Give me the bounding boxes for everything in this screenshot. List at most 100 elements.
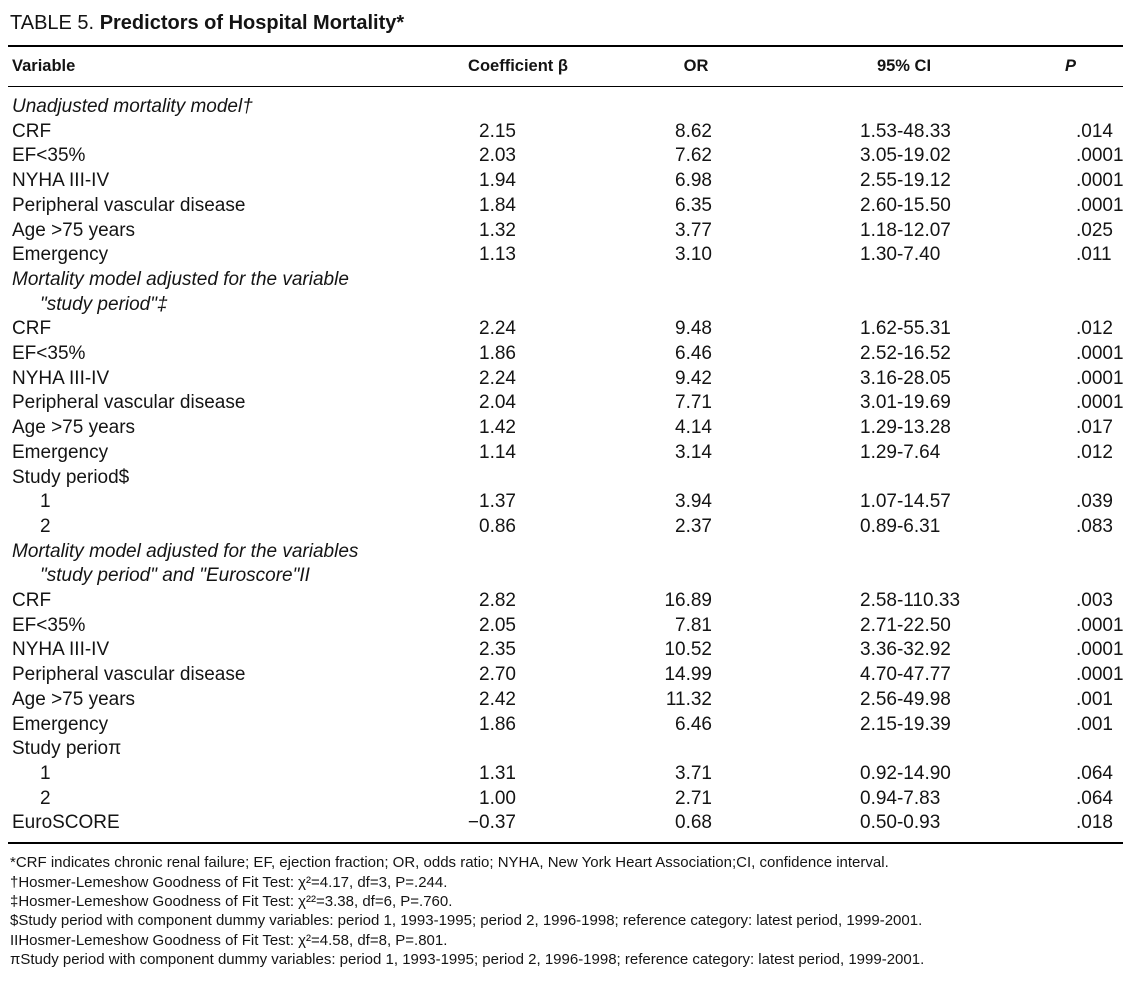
p-cell: .012 [1076,441,1113,463]
table-row: CRF 2.82 16.89 2.58-110.33 .003 [8,589,1123,614]
coef-cell: 1.94 [479,170,516,192]
p-cell [1018,466,1123,491]
variable-cell: CRF [12,120,52,142]
variable-cell: EF<35% [12,614,86,636]
coef-cell: 1.37 [479,491,516,513]
p-cell: .0001 [1076,664,1124,686]
variable-cell: NYHA III-IV [12,639,110,661]
coef-cell: 1.42 [479,417,516,439]
p-cell: .0001 [1076,145,1124,167]
table-row: EF<35% 2.05 7.81 2.71-22.50 .0001 [8,614,1124,639]
or-cell: 3.94 [675,491,712,513]
or-cell: 6.46 [675,713,712,735]
p-cell: .003 [1076,590,1113,612]
table-row: EF<35% 2.03 7.62 3.05-19.02 .0001 [8,144,1124,169]
ci-cell: 1.29-13.28 [860,417,951,439]
coef-cell: 2.04 [479,392,516,414]
or-cell: 6.98 [675,170,712,192]
variable-cell: Peripheral vascular disease [12,392,246,414]
or-cell: 2.71 [675,787,712,809]
table-row: Peripheral vascular disease 2.70 14.99 4.70… [8,663,1124,688]
coef-cell: 1.86 [479,713,516,735]
section-header-line: "study period"‡ [40,293,168,315]
section-header-line: "study period" and "Euroscore"II [40,565,310,587]
table-row: 2 1.00 2.71 0.94-7.83 .064 [8,787,1123,812]
table-row: CRF 2.24 9.48 1.62-55.31 .012 [8,317,1123,342]
ci-cell [790,737,1018,762]
table-row: 1 1.37 3.94 1.07-14.57 .039 [8,490,1123,515]
table-row: Emergency 1.86 6.46 2.15-19.39 .001 [8,713,1123,738]
or-cell: 10.52 [664,639,712,661]
table-row: Study period$ [8,466,1123,491]
variable-cell: Study period$ [12,466,130,488]
table-row: Age >75 years 1.32 3.77 1.18-12.07 .025 [8,219,1123,244]
section-header-cell: Mortality model adjusted for the variabl… [8,268,1123,317]
or-cell: 7.81 [675,614,712,636]
p-cell: .0001 [1076,614,1124,636]
or-cell: 11.32 [665,688,712,710]
or-cell: 3.71 [675,762,712,784]
variable-cell: Peripheral vascular disease [12,194,246,216]
footnote-line: *CRF indicates chronic renal failure; EF… [10,854,889,872]
coef-cell: 1.31 [479,762,516,784]
predictors-table: Variable Coefficient β OR 95% CI P Unadj… [8,47,1124,845]
footnotes: *CRF indicates chronic renal failure; EF… [8,844,1123,981]
coef-cell: 1.32 [479,219,516,241]
or-cell: 9.48 [675,318,712,340]
coef-cell: 0.86 [479,515,516,537]
p-cell: .0001 [1076,367,1124,389]
coef-cell: 2.24 [479,367,516,389]
coef-cell [434,737,602,762]
section-header-line: Unadjusted mortality model† [12,96,253,117]
table-row: NYHA III-IV 2.35 10.52 3.36-32.92 .0001 [8,638,1124,663]
ci-cell: 1.30-7.40 [860,244,941,266]
p-cell: .064 [1076,762,1113,784]
ci-cell: 2.15-19.39 [860,713,951,735]
coef-cell: 1.86 [479,343,516,365]
variable-cell: Age >75 years [12,417,136,439]
or-cell: 3.77 [675,219,712,241]
table-row: EF<35% 1.86 6.46 2.52-16.52 .0001 [8,342,1124,367]
coef-cell: 2.42 [479,688,516,710]
coef-cell: 1.14 [479,441,516,463]
table-row: EuroSCORE −0.37 0.68 0.50-0.93 .018 [8,811,1123,843]
header-row: Variable Coefficient β OR 95% CI P [8,47,1123,87]
ci-cell: 3.36-32.92 [860,639,951,661]
section-header-line: Mortality model adjusted for the variabl… [12,268,349,290]
column-header-p: P [1018,47,1123,87]
variable-cell: 2 [40,515,51,537]
or-cell: 7.71 [675,392,712,414]
ci-cell: 3.05-19.02 [860,145,951,167]
p-cell: .012 [1076,318,1113,340]
table-row: Age >75 years 2.42 11.32 2.56-49.98 .001 [8,688,1123,713]
footnote-line: †Hosmer-Lemeshow Goodness of Fit Test: χ… [10,873,448,891]
footnote-line: $Study period with component dummy varia… [10,912,923,930]
variable-cell: 2 [40,787,51,809]
or-cell: 6.35 [675,194,712,216]
section-header-cell: Mortality model adjusted for the variabl… [8,540,1123,589]
coef-cell: 2.15 [479,120,516,142]
table-row: Emergency 1.13 3.10 1.30-7.40 .011 [8,243,1123,268]
footnote-line: πStudy period with component dummy varia… [10,951,925,969]
table-row: NYHA III-IV 1.94 6.98 2.55-19.12 .0001 [8,169,1124,194]
table-row: Age >75 years 1.42 4.14 1.29-13.28 .017 [8,416,1123,441]
table-row: CRF 2.15 8.62 1.53-48.33 .014 [8,120,1123,145]
variable-cell: Age >75 years [12,219,136,241]
ci-cell: 3.01-19.69 [860,392,951,414]
ci-cell: 1.18-12.07 [860,219,951,241]
p-cell [1018,737,1123,762]
table-row: Peripheral vascular disease 2.04 7.71 3.01-… [8,391,1124,416]
p-cell: .039 [1076,491,1113,513]
table-row: Emergency 1.14 3.14 1.29-7.64 .012 [8,441,1123,466]
p-cell: .0001 [1076,343,1124,365]
column-header-variable: Variable [8,47,434,87]
coef-cell: 2.35 [479,639,516,661]
ci-cell: 2.60-15.50 [860,194,951,216]
ci-cell: 3.16-28.05 [860,367,951,389]
coef-cell [434,466,602,491]
coef-cell: 1.84 [479,194,516,216]
ci-cell: 0.89-6.31 [860,515,941,537]
variable-cell: EF<35% [12,343,86,365]
table-body: Unadjusted mortality model† CRF 2.15 8.62 1.… [8,87,1124,844]
